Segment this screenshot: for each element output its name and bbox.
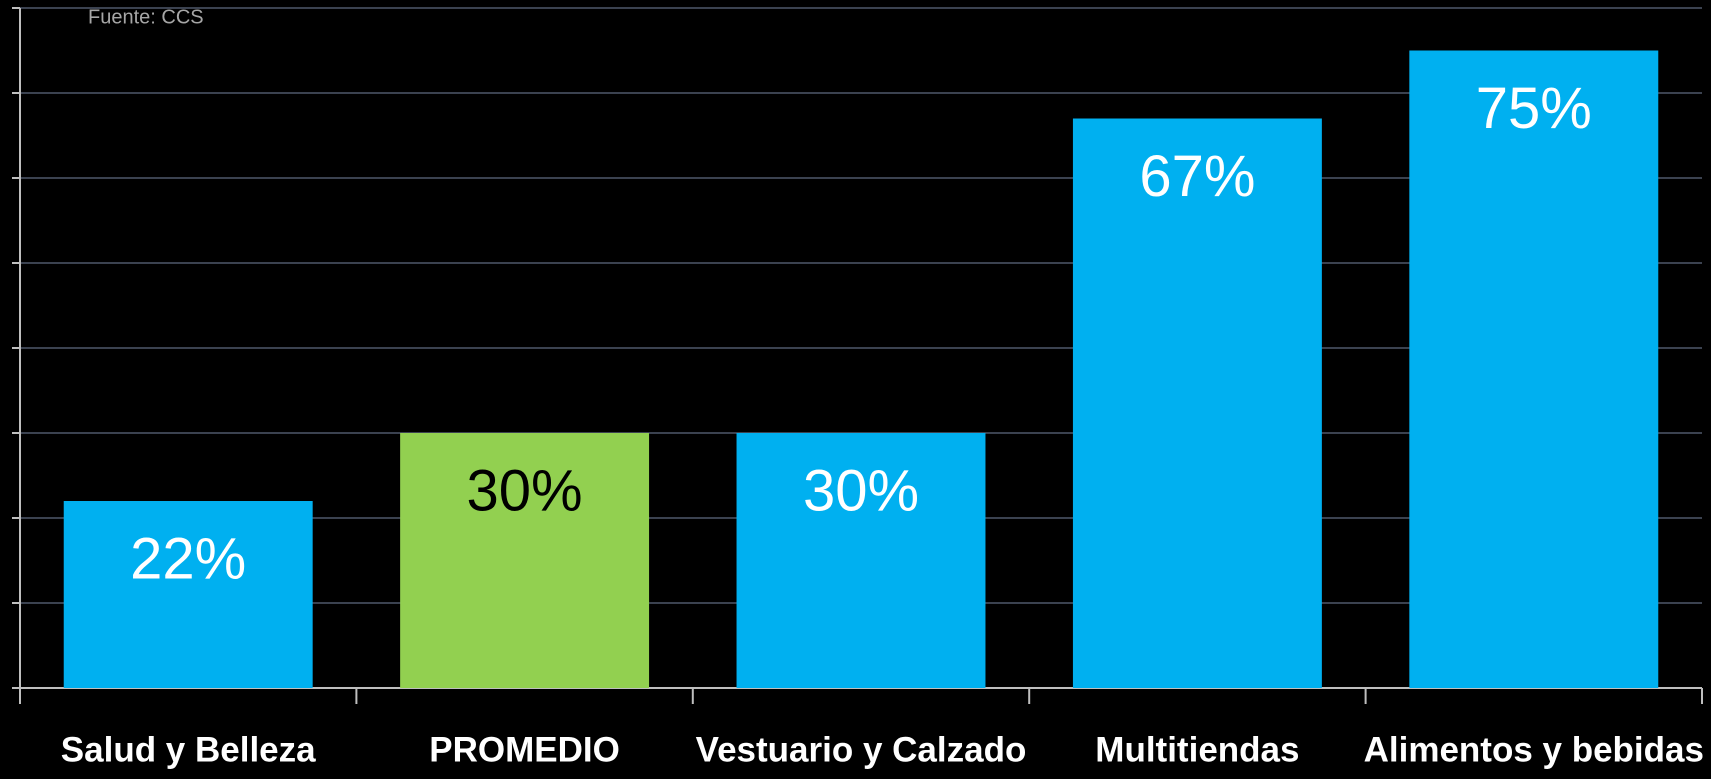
bar (1072, 118, 1322, 688)
value-label: 22% (130, 526, 246, 591)
source-note: Fuente: CCS (88, 6, 204, 28)
value-label: 30% (803, 458, 919, 523)
value-label: 30% (467, 458, 583, 523)
value-label: 75% (1476, 76, 1592, 141)
x-tick-label: Alimentos y bebidas (1364, 730, 1704, 769)
bar (63, 501, 313, 688)
x-tick-label: Multitiendas (1095, 730, 1299, 769)
x-tick-label: Vestuario y Calzado (696, 730, 1027, 769)
bar (736, 433, 986, 688)
x-tick-label: Salud y Belleza (61, 730, 316, 769)
bar (1409, 50, 1659, 688)
value-label: 67% (1139, 144, 1255, 209)
bar (400, 433, 650, 688)
x-tick-label: PROMEDIO (429, 730, 620, 769)
